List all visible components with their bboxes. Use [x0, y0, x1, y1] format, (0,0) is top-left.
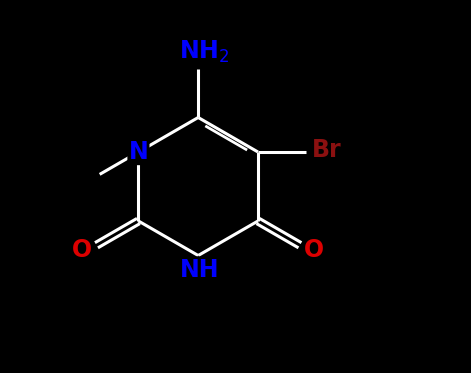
Text: O: O [304, 238, 324, 262]
Text: NH: NH [180, 258, 220, 282]
Text: Br: Br [312, 138, 342, 162]
Text: N: N [129, 140, 148, 164]
Text: O: O [72, 238, 92, 262]
Text: NH$_2$: NH$_2$ [179, 39, 229, 65]
